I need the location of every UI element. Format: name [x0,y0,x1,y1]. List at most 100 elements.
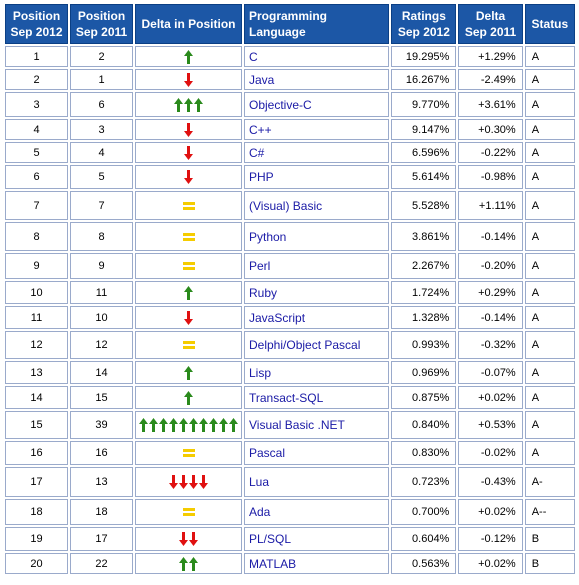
rating-cell: 0.723% [391,467,457,497]
position-2011-cell: 15 [70,386,133,409]
arrow-down-icon [179,475,188,489]
language-link[interactable]: Lua [249,475,270,489]
delta-position-cell [135,142,242,163]
arrow-up-icon [219,418,228,432]
status-cell: A-- [524,499,575,525]
language-cell: Delphi/Object Pascal [244,331,390,359]
language-link[interactable]: Pascal [249,446,286,460]
table-row: 19 17 PL/SQL 0.604% -0.12% B [5,527,575,551]
rating-cell: 5.614% [391,165,457,189]
delta-position-cell [135,411,242,439]
language-link[interactable]: Transact-SQL [249,390,324,405]
arrow-up-icon [229,418,238,432]
status-cell: A [524,441,575,465]
language-link[interactable]: C [249,49,258,64]
delta-position-cell [135,306,242,329]
status-cell: A [524,165,575,189]
language-link[interactable]: Python [249,229,287,244]
language-cell: C# [244,142,390,163]
delta-position-cell [135,331,242,359]
language-link[interactable]: Ada [249,505,271,519]
position-2012-cell: 11 [5,306,68,329]
arrow-down-icon [189,532,198,546]
status-cell: A [524,142,575,163]
position-2011-cell: 6 [70,92,133,117]
table-row: 5 4 C# 6.596% -0.22% A [5,142,575,163]
delta-position-cell [135,386,242,409]
position-2012-cell: 2 [5,69,68,90]
table-row: 11 10 JavaScript 1.328% -0.14% A [5,306,575,329]
arrow-up-icon [169,418,178,432]
language-link[interactable]: Delphi/Object Pascal [249,338,361,352]
position-2011-cell: 12 [70,331,133,359]
status-cell: A [524,46,575,67]
language-link[interactable]: JavaScript [249,310,306,325]
delta-arrows [184,72,193,87]
header-pos-2012: Position Sep 2012 [5,4,68,44]
language-link[interactable]: Java [249,72,275,87]
arrow-down-icon [189,475,198,489]
status-cell: A [524,222,575,251]
language-link[interactable]: MATLAB [249,556,297,571]
delta-arrows [184,145,193,160]
arrow-up-icon [189,556,198,571]
language-cell: JavaScript [244,306,390,329]
delta-cell: -0.98% [458,165,523,189]
language-link[interactable]: C++ [249,122,272,137]
status-cell: A [524,69,575,90]
arrow-down-icon [184,122,193,137]
position-2012-cell: 7 [5,191,68,220]
position-2011-cell: 9 [70,253,133,279]
header-status: Status [524,4,575,44]
language-cell: Lisp [244,361,390,384]
rating-cell: 6.596% [391,142,457,163]
position-2011-cell: 3 [70,119,133,140]
position-2012-cell: 9 [5,253,68,279]
language-link[interactable]: Ruby [249,285,278,300]
position-2012-cell: 19 [5,527,68,551]
language-link[interactable]: Lisp [249,365,272,380]
arrow-up-icon [139,418,148,432]
rating-cell: 5.528% [391,191,457,220]
rating-cell: 0.875% [391,386,457,409]
delta-cell: +1.29% [458,46,523,67]
rating-cell: 0.840% [391,411,457,439]
arrow-up-icon [184,97,193,112]
delta-cell: -0.14% [458,306,523,329]
rating-cell: 16.267% [391,69,457,90]
table-row: 1 2 C 19.295% +1.29% A [5,46,575,67]
position-2012-cell: 3 [5,92,68,117]
position-2011-cell: 8 [70,222,133,251]
arrow-up-icon [209,418,218,432]
language-link[interactable]: PL/SQL [249,532,292,546]
position-2012-cell: 4 [5,119,68,140]
header-pos-2011: Position Sep 2011 [70,4,133,44]
position-2012-cell: 10 [5,281,68,304]
rating-cell: 1.724% [391,281,457,304]
position-2011-cell: 1 [70,69,133,90]
language-link[interactable]: (Visual) Basic [249,198,323,213]
position-2011-cell: 2 [70,46,133,67]
language-cell: C [244,46,390,67]
delta-cell: +3.61% [458,92,523,117]
language-link[interactable]: Objective-C [249,97,312,112]
delta-position-cell [135,191,242,220]
delta-position-cell [135,361,242,384]
position-2011-cell: 18 [70,499,133,525]
status-cell: A [524,119,575,140]
rating-cell: 2.267% [391,253,457,279]
delta-cell: -0.07% [458,361,523,384]
language-cell: Pascal [244,441,390,465]
language-link[interactable]: C# [249,145,265,160]
delta-cell: +0.02% [458,553,523,574]
delta-position-cell [135,281,242,304]
language-link[interactable]: Perl [249,259,271,273]
language-link[interactable]: PHP [249,170,274,184]
header-delta: Delta Sep 2011 [458,4,523,44]
table-row: 2 1 Java 16.267% -2.49% A [5,69,575,90]
language-link[interactable]: Visual Basic .NET [249,418,345,432]
delta-position-cell [135,222,242,251]
language-cell: C++ [244,119,390,140]
position-2011-cell: 39 [70,411,133,439]
language-cell: Ada [244,499,390,525]
